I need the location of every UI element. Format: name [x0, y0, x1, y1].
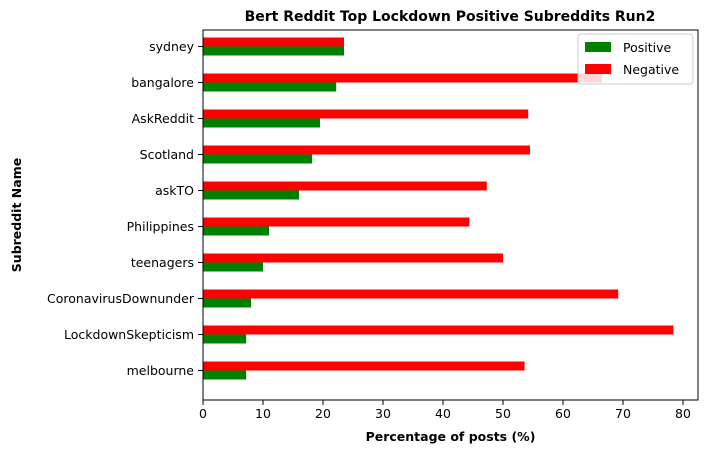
- y-axis-ticks: sydney bangalore AskReddit Scotland askTO Phi…: [47, 39, 203, 378]
- bar-negative-askreddit: [203, 109, 529, 119]
- bar-negative-melbourne: [203, 361, 525, 371]
- y-tick-label-lockdownskepticism: LockdownSkepticism: [64, 327, 194, 342]
- bar-positive-askto: [203, 190, 299, 200]
- bar-positive-lockdownskepticism: [203, 334, 247, 344]
- bar-positive-philippines: [203, 226, 269, 236]
- bar-negative-coronavirusdownunder: [203, 289, 619, 299]
- bar-positive-melbourne: [203, 370, 247, 380]
- y-tick-label-askreddit: AskReddit: [132, 111, 194, 126]
- chart-title: Bert Reddit Top Lockdown Positive Subred…: [245, 9, 656, 25]
- y-tick-label-philippines: Philippines: [127, 219, 194, 234]
- bar-negative-askto: [203, 181, 487, 191]
- bar-positive-askreddit: [203, 118, 320, 128]
- bar-positive-coronavirusdownunder: [203, 298, 251, 308]
- legend-swatch-negative: [585, 64, 611, 74]
- x-tick-label: 30: [375, 406, 391, 421]
- x-tick-label: 60: [555, 406, 571, 421]
- bar-negative-philippines: [203, 217, 470, 227]
- y-tick-label-coronavirusdownunder: CoronavirusDownunder: [47, 291, 195, 306]
- legend-label-positive: Positive: [623, 40, 671, 55]
- x-tick-label: 50: [495, 406, 511, 421]
- legend: Positive Negative: [577, 33, 694, 85]
- bar-negative-teenagers: [203, 253, 503, 263]
- y-tick-label-askto: askTO: [155, 183, 194, 198]
- x-axis-ticks: 0 10 20 30 40 50 60 70 80: [199, 400, 691, 421]
- y-tick-label-bangalore: bangalore: [131, 75, 194, 90]
- bars-layer: [203, 37, 674, 380]
- bar-negative-scotland: [203, 145, 530, 155]
- bar-negative-lockdownskepticism: [203, 325, 674, 335]
- y-tick-label-melbourne: melbourne: [127, 363, 195, 378]
- x-tick-label: 0: [199, 406, 207, 421]
- y-tick-label-teenagers: teenagers: [131, 255, 194, 270]
- y-axis-title: Subreddit Name: [9, 158, 24, 272]
- x-tick-label: 10: [255, 406, 271, 421]
- bar-negative-sydney: [203, 37, 344, 47]
- x-tick-label: 20: [315, 406, 331, 421]
- legend-label-negative: Negative: [623, 62, 679, 77]
- x-tick-label: 80: [675, 406, 691, 421]
- bar-negative-bangalore: [203, 73, 602, 83]
- bar-positive-bangalore: [203, 82, 337, 92]
- bar-positive-teenagers: [203, 262, 263, 272]
- legend-swatch-positive: [585, 42, 611, 52]
- y-tick-label-sydney: sydney: [149, 39, 194, 54]
- bar-positive-sydney: [203, 46, 344, 56]
- plot-area-frame: [202, 29, 699, 401]
- x-tick-label: 40: [435, 406, 451, 421]
- y-tick-label-scotland: Scotland: [140, 147, 194, 162]
- x-tick-label: 70: [615, 406, 631, 421]
- bar-positive-scotland: [203, 154, 313, 164]
- x-axis-title: Percentage of posts (%): [366, 429, 536, 444]
